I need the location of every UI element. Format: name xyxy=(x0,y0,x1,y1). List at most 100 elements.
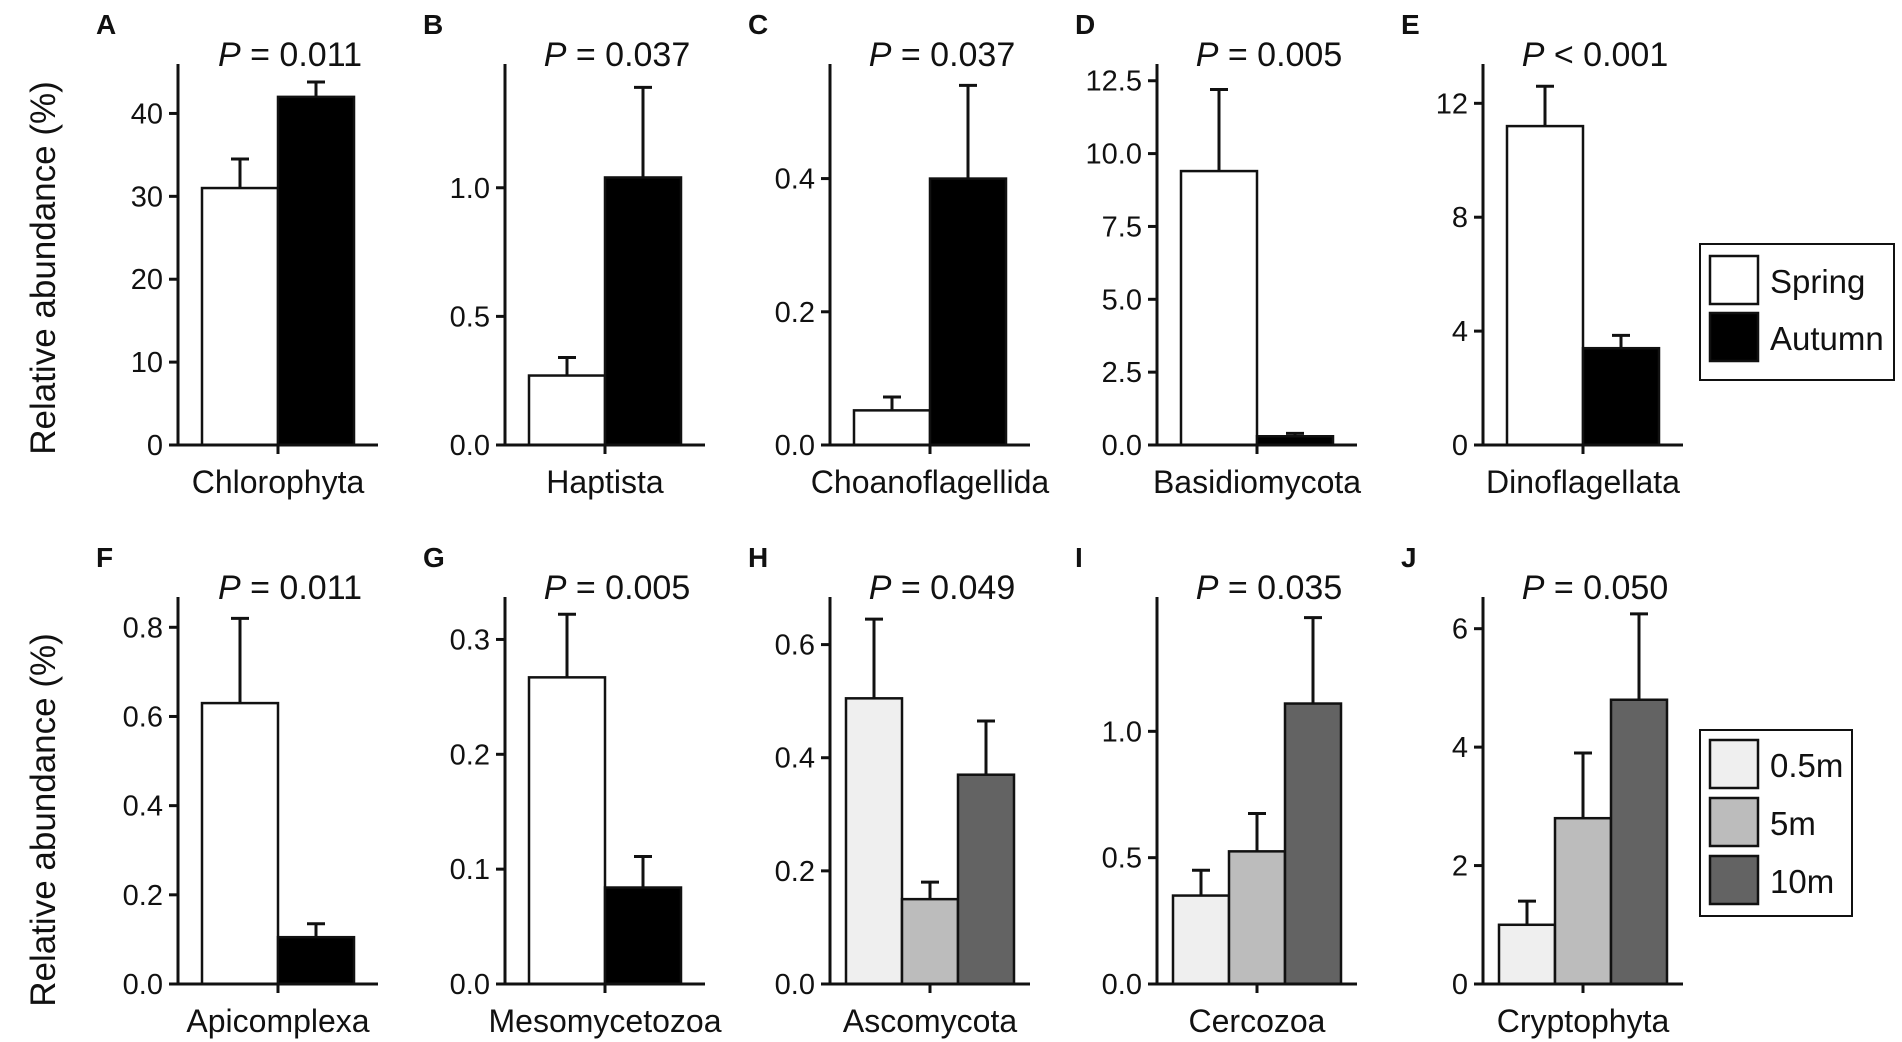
legend-depth: 0.5m 5m 10m xyxy=(1699,729,1853,917)
y-tick-label: 10 xyxy=(131,347,163,379)
y-tick-label: 4 xyxy=(1452,732,1468,764)
legend-swatch-autumn xyxy=(1708,311,1760,363)
y-tick-label: 12 xyxy=(1436,88,1468,120)
panel-b: B P = 0.037 0.0 0.5 1.0 Haptista xyxy=(423,9,705,500)
y-tick-label: 0.0 xyxy=(775,969,815,1001)
bar-spring xyxy=(852,409,932,447)
p-value-title: P = 0.011 xyxy=(218,36,362,74)
panel-letter: C xyxy=(748,9,768,40)
bar-10m xyxy=(1283,702,1343,986)
legend-season: Spring Autumn xyxy=(1699,243,1895,381)
y-tick-label: 0.6 xyxy=(775,630,815,662)
y-tick-label: 0.2 xyxy=(123,880,163,912)
p-value-title: P = 0.005 xyxy=(1196,36,1343,74)
panel-a: A P = 0.011 0 10 20 30 40 Chlorophyta xyxy=(96,9,378,500)
legend-frame xyxy=(1699,243,1895,381)
bar-spring xyxy=(527,676,607,986)
legend-swatch-0-5m xyxy=(1708,738,1760,790)
p-value-title: P = 0.050 xyxy=(1522,569,1669,607)
y-tick-label: 7.5 xyxy=(1102,211,1142,243)
x-category-label: Haptista xyxy=(546,464,664,500)
x-category-label: Mesomycetozoa xyxy=(489,1003,722,1039)
bar-spring xyxy=(1505,124,1585,447)
y-tick-label: 4 xyxy=(1452,316,1468,348)
x-category-label: Cryptophyta xyxy=(1497,1003,1670,1039)
y-tick-label: 0.0 xyxy=(123,969,163,1001)
p-value-title: P = 0.005 xyxy=(544,569,691,607)
bar-autumn xyxy=(1581,346,1661,447)
y-tick-label: 0.2 xyxy=(450,739,490,771)
y-tick-label: 40 xyxy=(131,98,163,130)
bar-autumn xyxy=(276,95,356,447)
bar-spring xyxy=(527,374,607,447)
bar-spring xyxy=(1179,169,1259,447)
y-tick-label: 0.5 xyxy=(1102,843,1142,875)
panel-letter: D xyxy=(1075,9,1095,40)
panel-j: J P = 0.050 0 2 4 6 Cryptophyta xyxy=(1401,542,1683,1039)
legend-label-autumn: Autumn xyxy=(1770,320,1884,357)
p-value-title: P = 0.037 xyxy=(869,36,1016,74)
bar-5m xyxy=(900,897,960,986)
bar-10m xyxy=(956,773,1016,986)
p-value-title: P = 0.035 xyxy=(1196,569,1343,607)
panel-h: H P = 0.049 0.0 0.2 0.4 0.6 Ascomycota xyxy=(748,542,1030,1039)
legend-swatch-5m xyxy=(1708,796,1760,848)
bar-autumn xyxy=(603,886,683,986)
bar-autumn xyxy=(928,177,1008,447)
y-tick-label: 0.4 xyxy=(775,743,815,775)
y-tick-label: 0.8 xyxy=(123,612,163,644)
y-tick-label: 0.2 xyxy=(775,297,815,329)
y-tick-label: 0.0 xyxy=(1102,430,1142,462)
x-category-label: Cercozoa xyxy=(1189,1003,1326,1039)
p-value-title: P = 0.037 xyxy=(544,36,691,74)
panel-d: D P = 0.005 0.0 2.5 5.0 7.5 10.0 12.5 Basidiomyc… xyxy=(1075,9,1361,500)
y-tick-label: 2.5 xyxy=(1102,357,1142,389)
y-tick-label: 0.6 xyxy=(123,701,163,733)
panel-i: I P = 0.035 0.0 0.5 1.0 Cercozoa xyxy=(1075,542,1357,1039)
legend-label-0-5m: 0.5m xyxy=(1770,747,1843,784)
panel-letter: J xyxy=(1401,542,1417,573)
panel-letter: B xyxy=(423,9,443,40)
bar-0-5m xyxy=(844,697,904,986)
y-tick-label: 5.0 xyxy=(1102,284,1142,316)
y-tick-label: 0.0 xyxy=(450,969,490,1001)
bar-spring xyxy=(200,186,280,447)
bar-autumn xyxy=(603,176,683,447)
bar-0-5m xyxy=(1497,923,1557,986)
bar-5m xyxy=(1553,816,1613,986)
panel-letter: G xyxy=(423,542,445,573)
y-tick-label: 20 xyxy=(131,264,163,296)
x-category-label: Ascomycota xyxy=(843,1003,1017,1039)
y-tick-label: 2 xyxy=(1452,851,1468,883)
x-category-label: Dinoflagellata xyxy=(1486,464,1680,500)
y-tick-label: 8 xyxy=(1452,202,1468,234)
bar-5m xyxy=(1227,850,1287,986)
y-tick-label: 0.0 xyxy=(1102,969,1142,1001)
y-tick-label: 0.0 xyxy=(775,430,815,462)
panel-letter: A xyxy=(96,9,116,40)
y-tick-label: 0 xyxy=(147,430,163,462)
bar-10m xyxy=(1609,698,1669,986)
legend-label-5m: 5m xyxy=(1770,805,1816,842)
panel-letter: E xyxy=(1401,9,1420,40)
panel-e: E P < 0.001 0 4 8 12 Dinoflagellata xyxy=(1401,9,1683,500)
panel-c: C P = 0.037 0.0 0.2 0.4 Choanoflagellida xyxy=(748,9,1049,500)
legend-frame xyxy=(1699,729,1853,917)
y-tick-label: 0 xyxy=(1452,430,1468,462)
y-tick-label: 0.1 xyxy=(450,854,490,886)
x-category-label: Apicomplexa xyxy=(186,1003,369,1039)
panel-letter: F xyxy=(96,542,113,573)
panel-g: G P = 0.005 0.0 0.1 0.2 0.3 Mesomycetozoa xyxy=(423,542,722,1039)
y-tick-label: 0.5 xyxy=(450,301,490,333)
y-tick-label: 1.0 xyxy=(1102,716,1142,748)
panel-letter: H xyxy=(748,542,768,573)
y-tick-label: 6 xyxy=(1452,614,1468,646)
legend-swatch-spring xyxy=(1708,254,1760,306)
y-tick-label: 30 xyxy=(131,181,163,213)
x-category-label: Choanoflagellida xyxy=(811,464,1050,500)
bar-autumn xyxy=(276,935,356,986)
p-value-title: P = 0.011 xyxy=(218,569,362,607)
bar-0-5m xyxy=(1171,894,1231,986)
y-tick-label: 0.0 xyxy=(450,430,490,462)
